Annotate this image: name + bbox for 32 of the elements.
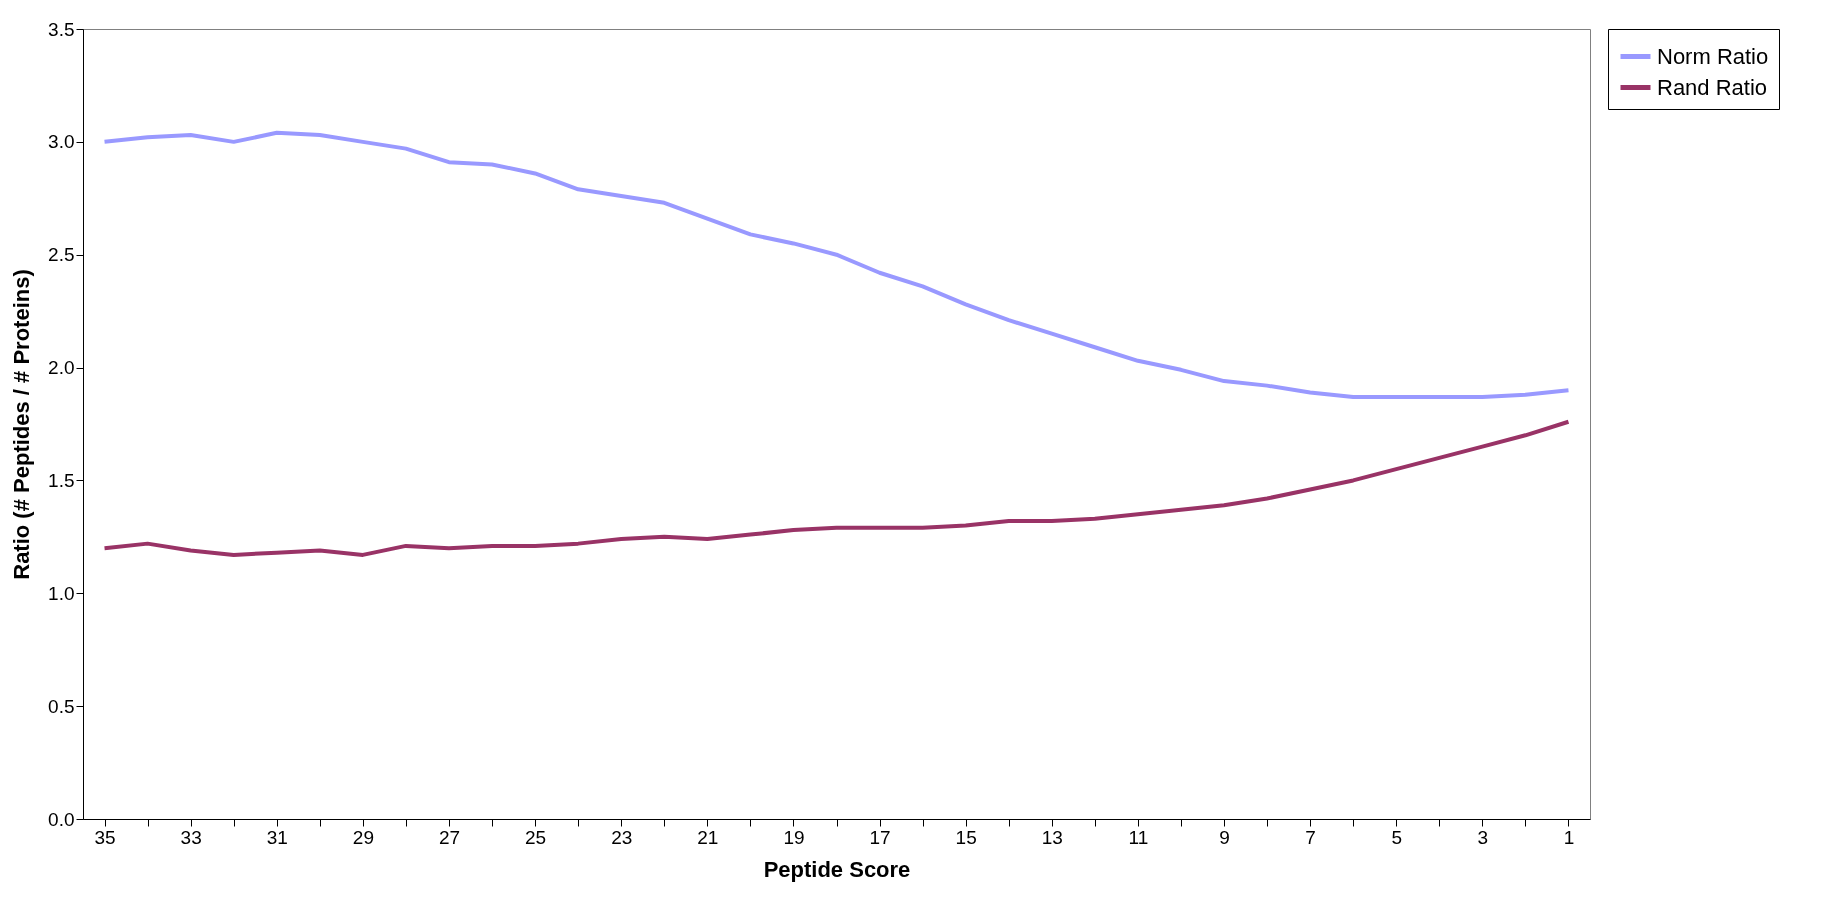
y-tick-label: 1.5	[48, 469, 75, 491]
y-tick-label: 0.5	[48, 695, 75, 717]
y-tick-label: 1.0	[48, 582, 75, 604]
x-tick-label: 35	[94, 826, 116, 848]
x-tick-label: 1	[1563, 826, 1575, 848]
x-axis-title: Peptide Score	[763, 856, 911, 882]
legend-label: Norm Ratio	[1657, 43, 1769, 69]
x-tick-label: 9	[1219, 826, 1230, 848]
x-tick-label: 7	[1305, 826, 1316, 848]
y-tick-label: 0.0	[48, 808, 75, 830]
x-tick-label: 11	[1128, 826, 1149, 848]
x-tick-label: 3	[1477, 826, 1489, 848]
x-tick-label: 15	[955, 826, 977, 848]
x-tick-label: 23	[611, 826, 633, 848]
x-tick-label: 13	[1041, 826, 1063, 848]
y-axis-title: Ratio (# Peptides / # Proteins)	[9, 269, 35, 580]
line-series	[102, 419, 1571, 557]
x-tick-label: 5	[1391, 826, 1403, 848]
x-tick-label: 17	[869, 826, 891, 848]
x-tick-label: 19	[783, 826, 805, 848]
y-tick-label: 2.0	[48, 357, 75, 379]
x-tick-label: 27	[438, 826, 461, 848]
x-tick-label: 29	[352, 826, 374, 848]
y-tick-label: 3.5	[48, 18, 75, 40]
x-tick-label: 31	[266, 826, 288, 848]
line-series	[102, 130, 1571, 399]
x-tick-label: 21	[697, 826, 719, 848]
legend-label: Rand Ratio	[1657, 74, 1768, 100]
y-tick-label: 2.5	[48, 244, 75, 266]
x-tick-label: 33	[180, 826, 202, 848]
x-tick-label: 25	[525, 826, 547, 848]
y-tick-label: 3.0	[48, 131, 75, 153]
